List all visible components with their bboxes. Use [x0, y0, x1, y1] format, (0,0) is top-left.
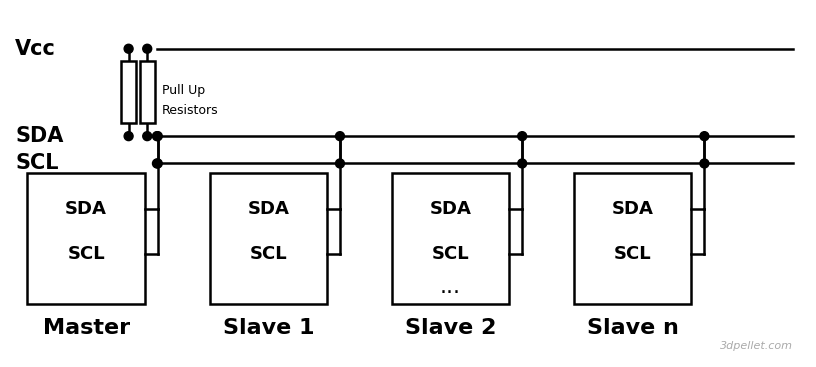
- Circle shape: [517, 159, 526, 168]
- Text: Master: Master: [42, 318, 130, 338]
- Text: Slave n: Slave n: [587, 318, 679, 338]
- Text: Slave 2: Slave 2: [405, 318, 496, 338]
- Text: SCL: SCL: [432, 245, 469, 263]
- Text: Slave 1: Slave 1: [223, 318, 314, 338]
- Text: SDA: SDA: [16, 126, 64, 146]
- Text: SCL: SCL: [250, 245, 287, 263]
- Circle shape: [153, 159, 162, 168]
- Text: SDA: SDA: [612, 200, 654, 218]
- Circle shape: [517, 132, 526, 141]
- Circle shape: [153, 132, 162, 141]
- Text: Resistors: Resistors: [162, 104, 219, 117]
- Circle shape: [153, 159, 162, 168]
- Text: SCL: SCL: [67, 245, 105, 263]
- Text: SCL: SCL: [16, 153, 59, 174]
- Circle shape: [124, 132, 133, 141]
- Bar: [392, 172, 509, 304]
- Text: Vcc: Vcc: [16, 39, 56, 59]
- Bar: [28, 172, 144, 304]
- Text: SCL: SCL: [614, 245, 651, 263]
- Bar: [140, 62, 154, 123]
- Circle shape: [700, 132, 709, 141]
- Text: ...: ...: [440, 277, 461, 297]
- Bar: [210, 172, 327, 304]
- Text: SDA: SDA: [247, 200, 289, 218]
- Circle shape: [335, 132, 344, 141]
- Text: SDA: SDA: [429, 200, 472, 218]
- Circle shape: [153, 132, 162, 141]
- Circle shape: [700, 159, 709, 168]
- Circle shape: [124, 44, 133, 53]
- Circle shape: [143, 44, 152, 53]
- Text: 3dpellet.com: 3dpellet.com: [720, 341, 792, 351]
- Text: Pull Up: Pull Up: [162, 84, 205, 97]
- Text: SDA: SDA: [65, 200, 107, 218]
- Circle shape: [143, 132, 152, 141]
- Circle shape: [335, 159, 344, 168]
- Bar: [122, 62, 136, 123]
- Bar: [574, 172, 691, 304]
